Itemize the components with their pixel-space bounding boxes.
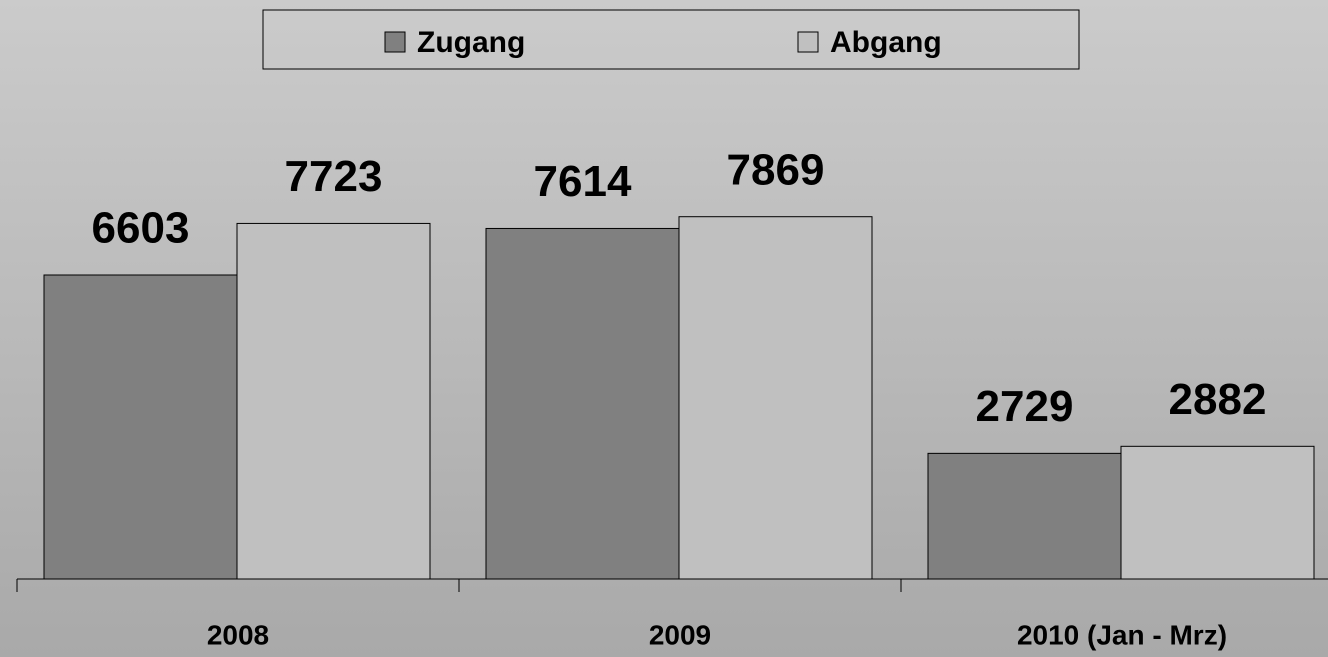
x-tick-label: 2010 (Jan - Mrz) — [1017, 619, 1227, 650]
legend-label: Zugang — [417, 26, 525, 59]
bar — [236, 222, 431, 580]
value-label: 6603 — [92, 204, 190, 253]
bar — [43, 274, 238, 580]
bar — [1120, 445, 1315, 580]
legend-swatch — [797, 31, 819, 53]
legend-label: Abgang — [830, 26, 942, 59]
value-label: 7723 — [285, 152, 383, 201]
x-tick-label: 2008 — [207, 619, 269, 650]
value-label: 2882 — [1169, 375, 1267, 424]
bar — [678, 216, 873, 580]
legend-box — [262, 9, 1080, 70]
bar — [927, 452, 1122, 580]
value-label: 2729 — [976, 382, 1074, 431]
value-label: 7614 — [534, 157, 632, 206]
x-tick-label: 2009 — [649, 619, 711, 650]
legend-swatch — [384, 31, 406, 53]
value-label: 7869 — [727, 145, 825, 194]
bar — [485, 227, 680, 580]
